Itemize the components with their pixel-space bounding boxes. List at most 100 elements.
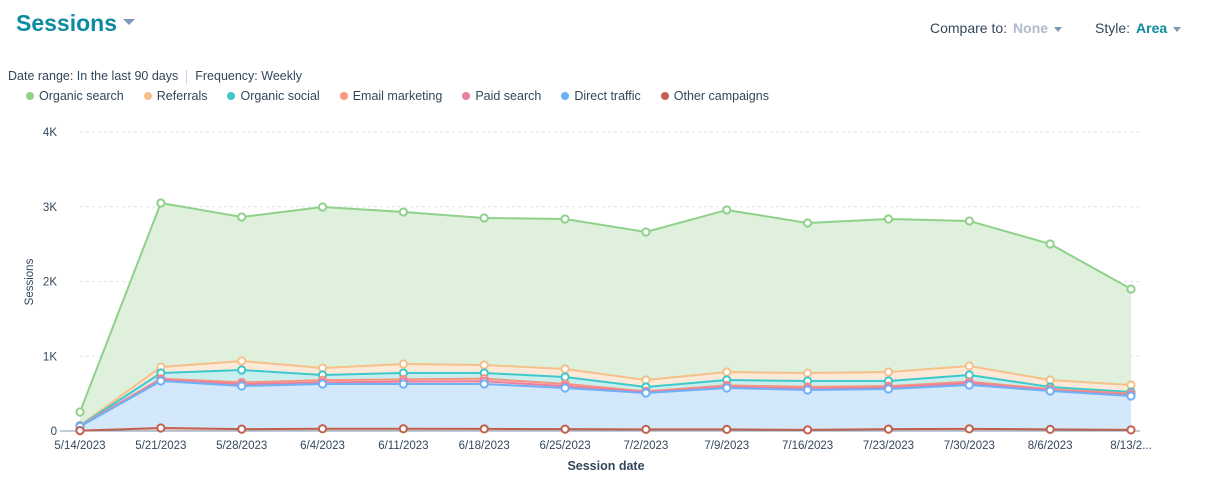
data-point[interactable] <box>641 227 651 237</box>
data-point[interactable] <box>237 365 247 375</box>
chart-legend: Organic search Referrals Organic social Ema… <box>26 89 769 103</box>
data-point[interactable] <box>803 218 813 228</box>
legend-item[interactable]: Organic search <box>26 89 124 103</box>
data-point[interactable] <box>560 424 570 434</box>
data-point[interactable] <box>1126 425 1136 435</box>
x-tick-label: 5/14/2023 <box>54 440 105 452</box>
legend-label: Email marketing <box>352 89 443 103</box>
x-tick-label: 8/13/2... <box>1110 440 1152 452</box>
y-tick-label: 2K <box>43 277 57 289</box>
data-point[interactable] <box>398 207 408 217</box>
compare-value: None <box>1013 20 1049 36</box>
data-point[interactable] <box>883 384 894 394</box>
data-point[interactable] <box>317 379 328 389</box>
x-tick-label: 7/2/2023 <box>624 440 669 452</box>
data-point[interactable] <box>560 364 570 374</box>
data-point[interactable] <box>237 424 247 434</box>
data-point[interactable] <box>237 381 247 391</box>
data-point[interactable] <box>1045 424 1055 434</box>
data-point[interactable] <box>156 198 166 208</box>
compare-label: Compare to: <box>930 20 1008 36</box>
compare-to-control[interactable]: Compare to: None <box>930 20 1063 36</box>
data-point[interactable] <box>317 202 328 212</box>
data-point[interactable] <box>803 368 813 378</box>
line-direct-traffic <box>79 379 1132 428</box>
data-point[interactable] <box>479 424 489 434</box>
legend-dot-icon <box>660 92 669 100</box>
legend-label: Referrals <box>156 89 208 103</box>
legend-item[interactable]: Direct traffic <box>561 89 641 103</box>
data-point[interactable] <box>1045 239 1055 249</box>
data-point[interactable] <box>803 385 813 395</box>
line-email-marketing <box>79 377 1132 428</box>
data-point[interactable] <box>560 383 570 393</box>
legend-label: Organic social <box>240 89 320 103</box>
legend-dot-icon <box>143 92 152 100</box>
data-point[interactable] <box>964 361 974 371</box>
caret-down-icon <box>123 18 135 25</box>
line-other-campaigns <box>79 427 1132 432</box>
data-point[interactable] <box>479 379 489 389</box>
data-point[interactable] <box>722 205 732 215</box>
legend-dot-icon <box>462 92 471 100</box>
data-point[interactable] <box>75 426 85 436</box>
report-title-dropdown[interactable]: Sessions <box>16 10 135 37</box>
data-point[interactable] <box>479 213 489 223</box>
data-point[interactable] <box>722 367 732 377</box>
style-label: Style: <box>1095 20 1131 36</box>
data-point[interactable] <box>1126 391 1136 401</box>
data-point[interactable] <box>156 376 166 386</box>
data-point[interactable] <box>641 388 651 398</box>
x-tick-label: 7/9/2023 <box>704 440 749 452</box>
y-tick-label: 4K <box>43 127 57 139</box>
data-point[interactable] <box>722 383 732 393</box>
style-value: Area <box>1136 20 1168 36</box>
data-point[interactable] <box>803 425 813 435</box>
data-point[interactable] <box>1045 386 1055 396</box>
legend-item[interactable]: Referrals <box>143 89 208 103</box>
x-tick-label: 6/18/2023 <box>459 440 510 452</box>
data-point[interactable] <box>1126 284 1136 294</box>
data-point[interactable] <box>398 424 408 434</box>
y-tick-label: 3K <box>43 202 57 214</box>
data-point[interactable] <box>722 424 732 434</box>
legend-dot-icon <box>561 92 570 100</box>
data-point[interactable] <box>964 424 974 434</box>
data-point[interactable] <box>964 216 974 226</box>
area-direct-traffic <box>80 380 1131 431</box>
data-point[interactable] <box>560 214 570 224</box>
data-point[interactable] <box>883 214 894 224</box>
legend-item[interactable]: Organic social <box>227 89 320 103</box>
data-point[interactable] <box>237 212 247 222</box>
data-point[interactable] <box>964 380 974 390</box>
data-point[interactable] <box>883 367 894 377</box>
data-point[interactable] <box>398 379 408 389</box>
style-control[interactable]: Style: Area <box>1095 20 1182 36</box>
legend-dot-icon <box>227 92 236 100</box>
data-point[interactable] <box>398 359 408 369</box>
legend-item[interactable]: Other campaigns <box>660 89 769 103</box>
legend-label: Other campaigns <box>673 89 769 103</box>
legend-item[interactable]: Email marketing <box>339 89 443 103</box>
legend-label: Direct traffic <box>574 89 641 103</box>
data-point[interactable] <box>156 423 166 433</box>
area-organic-search <box>80 203 1131 426</box>
report-meta: Date range: In the last 90 days Frequency… <box>8 69 302 84</box>
x-tick-label: 8/6/2023 <box>1028 440 1073 452</box>
area-referrals <box>80 361 1131 426</box>
data-point[interactable] <box>75 407 85 417</box>
line-paid-search <box>79 378 1132 428</box>
legend-item[interactable]: Paid search <box>462 89 541 103</box>
data-point[interactable] <box>479 360 489 370</box>
frequency: Frequency: Weekly <box>195 69 303 83</box>
data-point[interactable] <box>237 356 247 366</box>
x-tick-label: 5/28/2023 <box>216 440 267 452</box>
line-organic-search <box>79 201 1132 413</box>
data-point[interactable] <box>883 424 894 434</box>
data-point[interactable] <box>317 424 328 434</box>
y-axis-title: Sessions <box>24 258 36 305</box>
data-point[interactable] <box>641 424 651 434</box>
divider <box>186 69 188 84</box>
caret-down-icon <box>1054 26 1063 32</box>
